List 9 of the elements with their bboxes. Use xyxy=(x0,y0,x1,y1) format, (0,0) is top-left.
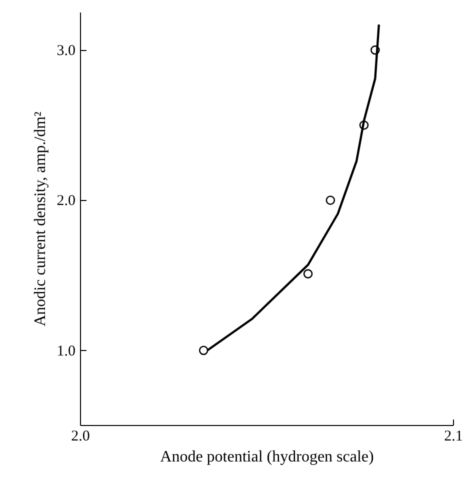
x-axis-title: Anode potential (hydrogen scale) xyxy=(160,448,374,466)
point xyxy=(303,269,313,278)
y-tick-label: 3.0 xyxy=(56,43,76,60)
x-tick-label: 2.1 xyxy=(444,428,463,444)
point xyxy=(326,196,336,205)
y-tick-label: 1.0 xyxy=(56,343,76,360)
y-tick-label: 2.0 xyxy=(56,193,76,210)
y-axis-title: Anodic current density, amp./dm² xyxy=(32,111,49,326)
point xyxy=(198,346,208,356)
